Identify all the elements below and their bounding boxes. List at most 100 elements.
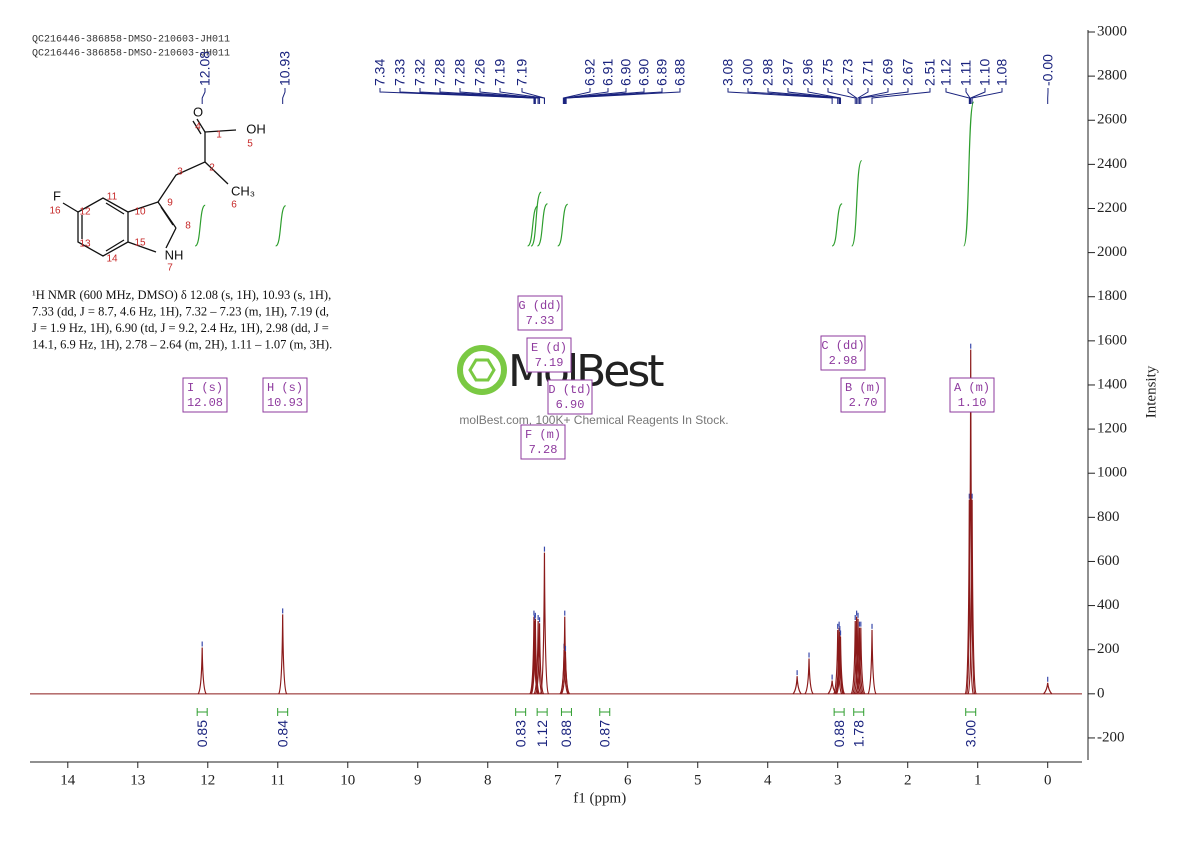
peak-label: 2.69 bbox=[880, 59, 896, 86]
integral-curve bbox=[530, 191, 542, 247]
y-tick-label: 800 bbox=[1097, 509, 1120, 525]
y-tick-label: 0 bbox=[1097, 685, 1105, 701]
y-tick-label: 1800 bbox=[1097, 288, 1127, 304]
peak bbox=[197, 647, 207, 695]
watermark-icon bbox=[457, 345, 507, 395]
peak-connector bbox=[282, 88, 286, 104]
y-tick-label: 2000 bbox=[1097, 244, 1127, 260]
structure-number: 5 bbox=[247, 139, 253, 150]
peak-label: -0.00 bbox=[1040, 54, 1056, 86]
peak-connector bbox=[965, 88, 971, 104]
peak-connector bbox=[807, 88, 842, 104]
peak-label: 2.98 bbox=[760, 59, 776, 86]
multiplet-label: G (dd) bbox=[518, 299, 561, 313]
multiplet-box: F (m)7.28 bbox=[520, 424, 566, 460]
structure-number: 7 bbox=[167, 263, 173, 274]
multiplet-frame bbox=[949, 377, 995, 413]
peak-label: 6.92 bbox=[582, 59, 598, 86]
peak-connector bbox=[971, 88, 1003, 104]
peak-connector bbox=[945, 88, 970, 104]
peak-label: 6.90 bbox=[636, 59, 652, 86]
peak-label: 3.00 bbox=[740, 59, 756, 86]
multiplet-box: C (dd)2.98 bbox=[820, 335, 866, 371]
peak-label: 7.19 bbox=[514, 59, 530, 86]
y-tick-label: 3000 bbox=[1097, 23, 1127, 39]
peak-label: 6.88 bbox=[672, 59, 688, 86]
structure-number: 12 bbox=[79, 207, 91, 218]
multiplet-shift: 2.98 bbox=[829, 354, 858, 368]
y-tick-label: 600 bbox=[1097, 553, 1120, 569]
y-tick-label: -200 bbox=[1097, 729, 1125, 745]
x-tick-label: 8 bbox=[484, 772, 492, 788]
multiplet-box: B (m)2.70 bbox=[840, 377, 886, 413]
multiplet-label: I (s) bbox=[187, 381, 223, 395]
y-tick-label: 2600 bbox=[1097, 112, 1127, 128]
x-tick-label: 10 bbox=[340, 772, 355, 788]
multiplet-box: G (dd)7.33 bbox=[517, 295, 563, 331]
header-text: QC216446-386858-DMSO-210603-JH011 bbox=[32, 49, 230, 60]
peak-label: 6.89 bbox=[654, 59, 670, 86]
peak-connector bbox=[459, 88, 539, 104]
structure-atom: CH₃ bbox=[231, 183, 255, 198]
multiplet-label: B (m) bbox=[845, 381, 881, 395]
y-tick-label: 200 bbox=[1097, 641, 1120, 657]
peak bbox=[867, 629, 877, 695]
multiplet-shift: 2.70 bbox=[849, 396, 878, 410]
structure-number: 3 bbox=[177, 167, 183, 178]
structure-atom: F bbox=[53, 188, 61, 203]
peak-label: 7.28 bbox=[452, 59, 468, 86]
peak bbox=[834, 627, 844, 695]
peak-label: 10.93 bbox=[277, 51, 293, 86]
integral-curve bbox=[557, 203, 569, 247]
x-tick-label: 1 bbox=[974, 772, 982, 788]
peak bbox=[560, 616, 570, 695]
multiplet-shift: 12.08 bbox=[187, 396, 223, 410]
multiplet-frame bbox=[182, 377, 228, 413]
multiplet-box: A (m)1.10 bbox=[949, 377, 995, 413]
integral-curve bbox=[527, 205, 539, 247]
integral-label: 1.12 bbox=[534, 720, 550, 747]
y-axis-label: Intensity bbox=[1143, 365, 1159, 418]
peak-connector bbox=[767, 88, 840, 104]
peak-connector bbox=[857, 88, 869, 104]
structure-number: 13 bbox=[79, 239, 91, 250]
integral-curve bbox=[851, 159, 863, 247]
y-tick-label: 1600 bbox=[1097, 332, 1127, 348]
structure-atom: OH bbox=[246, 121, 266, 136]
x-tick-label: 14 bbox=[60, 772, 76, 788]
peak-label: 2.71 bbox=[860, 59, 876, 86]
peak bbox=[833, 629, 843, 695]
peak-label: 3.08 bbox=[720, 59, 736, 86]
multiplet-box: D (td)6.90 bbox=[547, 379, 593, 415]
peak-label: 7.26 bbox=[472, 59, 488, 86]
structure-number: 10 bbox=[134, 207, 146, 218]
peak-connector bbox=[871, 88, 931, 104]
integral-label: 0.84 bbox=[274, 720, 290, 747]
multiplet-shift: 7.33 bbox=[526, 314, 555, 328]
structure-number: 4 bbox=[195, 122, 201, 133]
integral-label: 0.85 bbox=[194, 720, 210, 747]
peak-connector bbox=[521, 88, 545, 104]
peak-connector bbox=[564, 88, 645, 104]
structure-atom: NH bbox=[165, 247, 184, 262]
peak-connector bbox=[727, 88, 833, 104]
nmr-description: ¹H NMR (600 MHz, DMSO) δ 12.08 (s, 1H), … bbox=[32, 288, 331, 302]
x-tick-label: 5 bbox=[694, 772, 702, 788]
peak bbox=[854, 627, 864, 695]
integral-label: 0.88 bbox=[831, 720, 847, 747]
peak bbox=[539, 552, 550, 695]
integral-curve bbox=[194, 204, 206, 247]
multiplet-shift: 7.19 bbox=[535, 356, 564, 370]
peak bbox=[533, 621, 543, 695]
peak bbox=[804, 658, 814, 695]
multiplet-shift: 6.90 bbox=[556, 398, 585, 412]
multiplet-box: H (s)10.93 bbox=[262, 377, 308, 413]
y-tick-label: 1400 bbox=[1097, 376, 1127, 392]
structure-number: 1 bbox=[216, 130, 222, 141]
peak-connector bbox=[858, 88, 889, 104]
peak-label: 2.73 bbox=[840, 59, 856, 86]
peak-label: 2.51 bbox=[922, 59, 938, 86]
peak-connector bbox=[399, 88, 536, 104]
structure-number: 16 bbox=[49, 206, 61, 217]
peak-label: 12.08 bbox=[197, 51, 213, 86]
